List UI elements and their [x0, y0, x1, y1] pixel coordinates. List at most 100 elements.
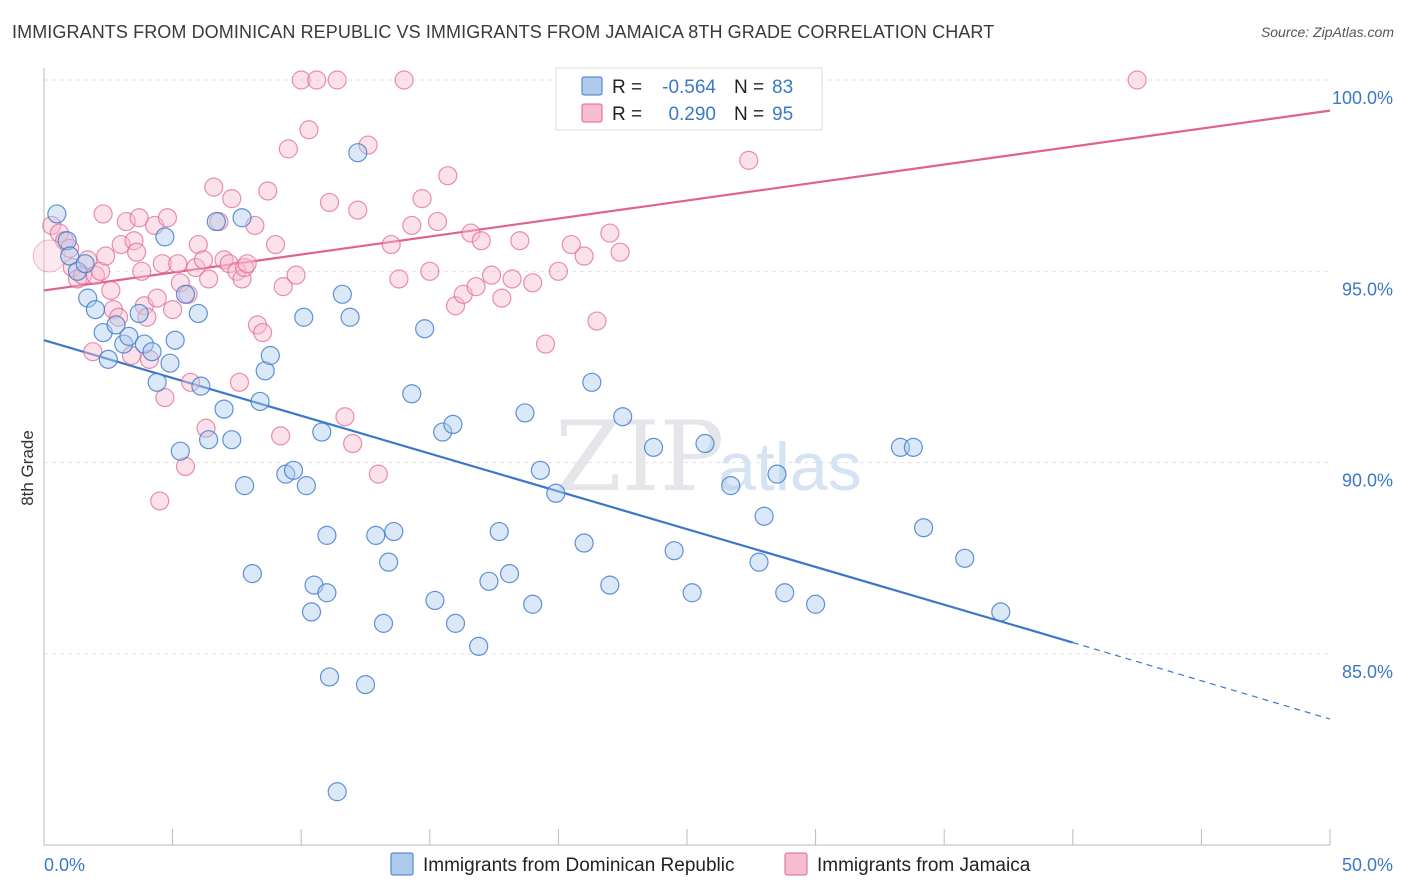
data-point-jamaica: [574, 246, 594, 266]
data-point-dominican-republic: [242, 564, 262, 584]
data-point-jamaica: [265, 234, 286, 255]
data-point-jamaica: [83, 342, 103, 362]
data-point-dominican-republic: [479, 571, 499, 591]
data-point-jamaica: [214, 250, 234, 270]
bottom-legend-label-pink: Immigrants from Jamaica: [817, 855, 1031, 876]
trend-lines: [43, 109, 1331, 720]
stats-legend: R = -0.564 N = 83 R = 0.290 N = 95: [555, 67, 823, 131]
data-point-jamaica: [93, 204, 113, 224]
data-point-jamaica: [229, 372, 250, 392]
data-point-dominican-republic: [664, 541, 684, 561]
data-point-dominican-republic: [191, 376, 211, 396]
data-point-jamaica: [258, 181, 278, 201]
data-point-jamaica: [60, 238, 80, 258]
chart-source: Source: ZipAtlas.com: [1260, 24, 1394, 40]
data-point-jamaica: [271, 426, 291, 446]
data-point-dominican-republic: [78, 288, 98, 308]
legend-r-value-pink: 0.290: [668, 104, 716, 125]
data-point-dominican-republic: [235, 476, 255, 496]
data-point-jamaica: [111, 234, 131, 255]
data-point-jamaica: [561, 234, 581, 255]
data-point-jamaica: [327, 70, 347, 90]
data-point-jamaica: [163, 300, 183, 320]
chart-title: IMMIGRANTS FROM DOMINICAN REPUBLIC VS IM…: [12, 22, 995, 42]
data-point-jamaica: [402, 215, 422, 236]
data-point-dominican-republic: [379, 552, 399, 572]
data-point-jamaica: [445, 296, 466, 316]
data-point-jamaica: [129, 208, 149, 228]
watermark-zip: ZIP: [555, 401, 724, 513]
data-point-jamaica: [132, 261, 152, 281]
data-point-dominican-republic: [170, 441, 190, 461]
data-point-dominican-republic: [312, 422, 332, 442]
data-point-dominican-republic: [119, 326, 139, 346]
data-point-dominican-republic: [415, 319, 435, 339]
gridlines: [44, 79, 1330, 655]
data-point-jamaica: [420, 261, 440, 281]
data-point-dominican-republic: [546, 483, 566, 503]
data-point-dominican-republic: [955, 548, 975, 568]
data-point-jamaica: [273, 277, 293, 297]
x-tick-label: 50.0%: [1342, 855, 1393, 875]
data-point-jamaica: [348, 200, 368, 220]
data-point-dominican-republic: [682, 583, 702, 603]
y-axis-label: 8th Grade: [18, 430, 37, 506]
data-point-jamaica: [368, 464, 388, 484]
trend-line-dominican-republic-extension: [1072, 641, 1331, 720]
bottom-legend-swatch-blue: [390, 852, 414, 876]
data-point-jamaica: [181, 372, 201, 392]
data-point-jamaica: [427, 211, 448, 232]
data-point-dominican-republic: [582, 372, 602, 392]
data-point-jamaica: [394, 70, 414, 90]
data-point-dominican-republic: [355, 675, 376, 695]
data-point-jamaica: [278, 139, 298, 159]
data-point-jamaica: [471, 231, 491, 251]
data-point-dominican-republic: [754, 506, 774, 526]
data-point-dominican-republic: [767, 464, 787, 484]
data-point-dominican-republic: [775, 583, 795, 603]
data-point-jamaica: [510, 231, 530, 251]
data-point-dominican-republic: [643, 437, 664, 457]
data-point-dominican-republic: [175, 284, 196, 304]
data-point-dominican-republic: [749, 552, 769, 572]
data-point-jamaica: [116, 211, 136, 232]
data-point-jamaica: [147, 288, 167, 308]
data-point-jamaica: [492, 288, 512, 308]
data-point-dominican-republic: [142, 342, 162, 362]
x-tick-labels: 0.0% 50.0%: [44, 855, 1393, 875]
data-point-jamaica: [96, 246, 116, 266]
data-point-dominican-republic: [366, 525, 386, 545]
data-point-dominican-republic: [294, 307, 314, 327]
y-tick-labels: 100.0% 95.0% 90.0% 85.0%: [1332, 88, 1393, 682]
trend-line-dominican-republic: [43, 339, 1074, 644]
data-point-jamaica: [232, 269, 252, 289]
x-tick-label: 0.0%: [44, 855, 85, 875]
data-point-jamaica: [67, 269, 88, 289]
data-point-dominican-republic: [914, 518, 934, 538]
data-point-dominican-republic: [443, 414, 463, 434]
data-point-dominican-republic: [283, 460, 304, 480]
data-point-dominican-republic: [402, 384, 422, 404]
watermark-atlas: atlas: [718, 429, 862, 505]
data-point-jamaica: [548, 261, 569, 281]
data-point-dominican-republic: [134, 334, 154, 354]
bottom-legend-label-blue: Immigrants from Dominican Republic: [423, 855, 735, 876]
data-point-jamaica: [286, 265, 306, 285]
data-point-dominican-republic: [600, 575, 620, 595]
data-point-dominican-republic: [165, 330, 185, 350]
data-point-jamaica: [389, 269, 409, 289]
data-point-dominican-republic: [85, 300, 106, 320]
data-point-jamaica: [299, 120, 319, 140]
data-point-dominican-republic: [340, 307, 360, 327]
data-point-dominican-republic: [222, 430, 242, 450]
data-point-jamaica: [253, 322, 273, 343]
data-point-jamaica: [291, 70, 311, 90]
data-point-jamaica: [196, 418, 216, 438]
data-point-jamaica: [108, 307, 129, 327]
data-point-jamaica: [139, 349, 160, 369]
data-point-dominican-republic: [106, 315, 126, 335]
data-point-dominican-republic: [523, 594, 543, 614]
legend-n-value-blue: 83: [772, 77, 793, 98]
y-tick-label: 100.0%: [1332, 88, 1393, 108]
legend-n-label-blue: N =: [734, 77, 764, 98]
